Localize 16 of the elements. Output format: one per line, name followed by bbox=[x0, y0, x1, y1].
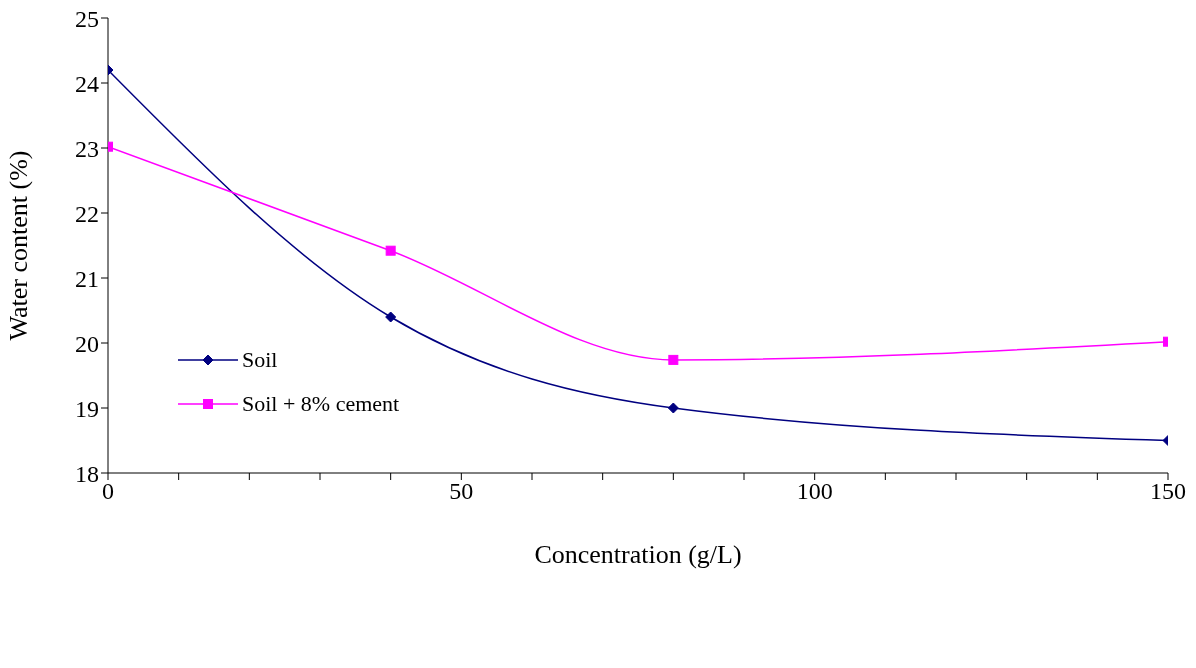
x-tick-label: 150 bbox=[1150, 478, 1186, 505]
x-tick-label: 0 bbox=[102, 478, 114, 505]
y-tick-label: 23 bbox=[75, 135, 99, 162]
x-axis-title: Concentration (g/L) bbox=[534, 540, 742, 569]
y-tick-label: 22 bbox=[75, 200, 99, 227]
y-axis-title: Water content (%) bbox=[4, 150, 34, 341]
y-tick-label: 21 bbox=[75, 265, 99, 292]
x-tick-label: 50 bbox=[449, 478, 474, 505]
y-tick-label: 24 bbox=[75, 70, 99, 97]
y-tick-label: 25 bbox=[75, 5, 99, 32]
y-tick-label: 18 bbox=[75, 460, 99, 487]
x-tick-label: 100 bbox=[796, 478, 833, 505]
legend-label: Soil + 8% cement bbox=[242, 391, 400, 417]
y-tick-label: 20 bbox=[75, 330, 99, 357]
legend-label: Soil bbox=[242, 347, 278, 373]
y-tick-label: 19 bbox=[75, 395, 99, 422]
